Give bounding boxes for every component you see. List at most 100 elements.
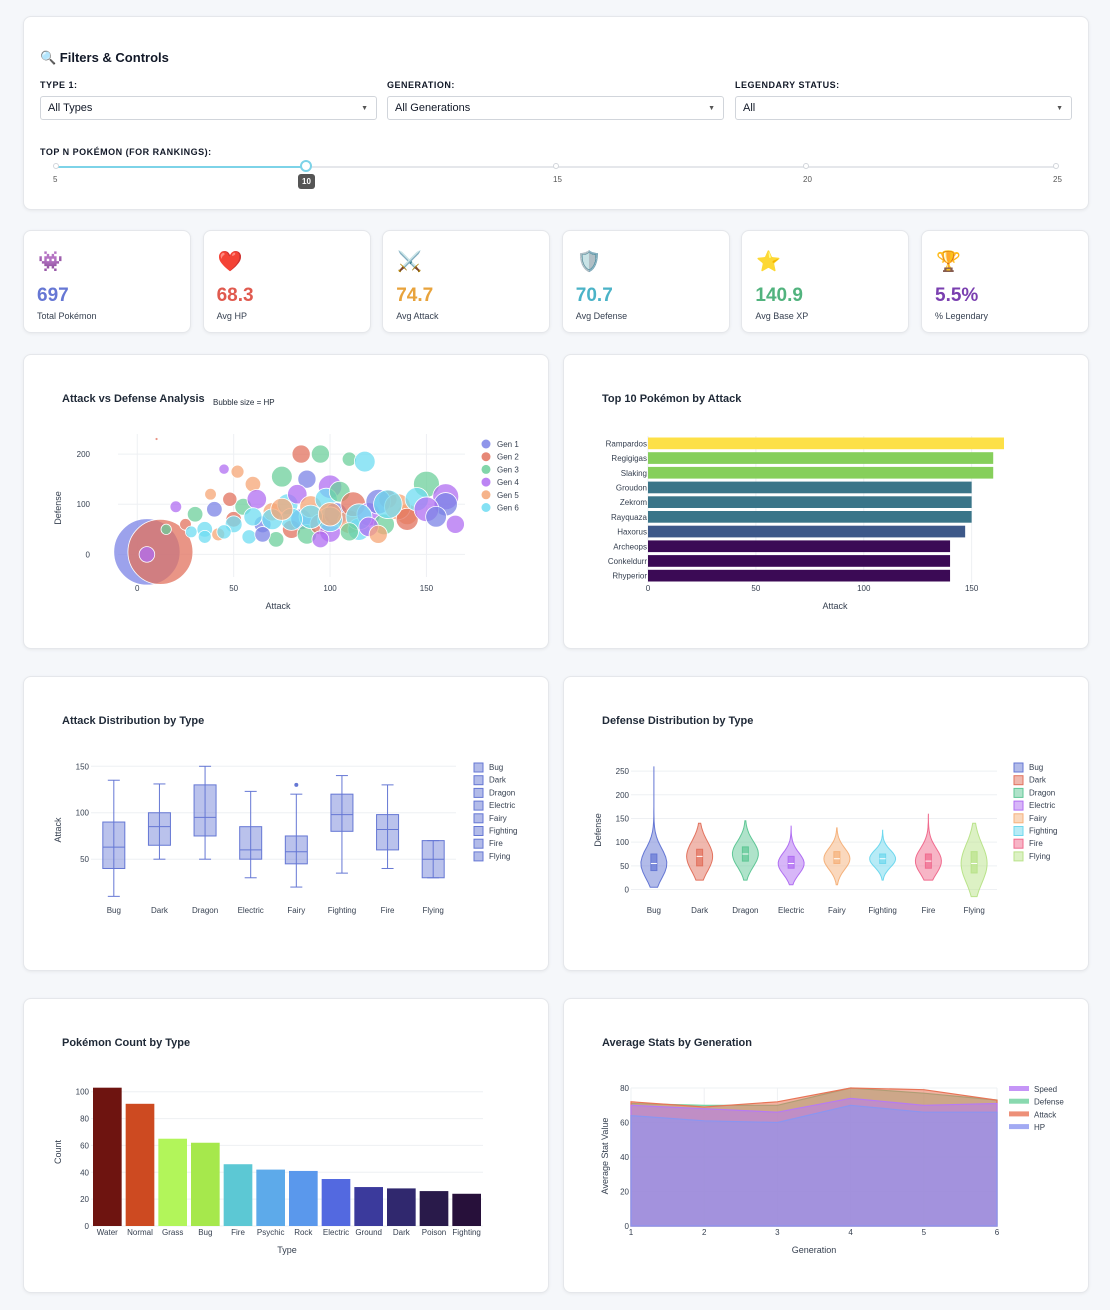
kpi-value: 5.5% [935, 285, 979, 306]
chart-title: Defense Distribution by Type [602, 715, 753, 727]
scatter-point [197, 529, 212, 544]
legend-label: Gen 1 [497, 440, 519, 449]
bar [648, 540, 951, 553]
legend-swatch [473, 800, 484, 811]
bar [419, 1191, 449, 1226]
bar [289, 1170, 318, 1226]
type1-select[interactable]: All Types ▼ [40, 96, 377, 120]
scatter-point [154, 437, 159, 441]
legend-label: Speed [1034, 1085, 1057, 1094]
x-tick-label: Flying [423, 906, 444, 915]
x-tick-label: Fighting [328, 906, 356, 915]
legend-swatch [473, 775, 484, 786]
box [330, 793, 354, 832]
y-tick-label: Rampardos [606, 439, 647, 448]
violin [914, 813, 942, 881]
legend-label: Dark [489, 776, 507, 785]
slider-mark[interactable] [53, 163, 59, 169]
bar [256, 1169, 285, 1226]
y-tick-label: Conkeldurr [608, 557, 647, 566]
box [239, 826, 263, 860]
x-tick-label: Grass [162, 1228, 183, 1237]
y-axis-title: Count [53, 1140, 63, 1165]
area-series [630, 1104, 998, 1227]
x-tick-label: 1 [629, 1228, 634, 1237]
y-tick-label: 200 [77, 450, 91, 459]
y-tick-label: 60 [620, 1119, 629, 1128]
scatter-point [243, 507, 263, 527]
x-tick-label: Rock [294, 1228, 313, 1237]
legend-swatch [473, 787, 484, 798]
scatter-point [160, 523, 172, 535]
bar [648, 496, 972, 508]
legend-label: Gen 3 [497, 465, 519, 474]
y-tick-label: 40 [620, 1153, 629, 1162]
violin-quartile-box [833, 851, 841, 864]
violin-quartile-box [650, 853, 658, 872]
y-axis-title: Average Stat Value [600, 1118, 610, 1195]
y-tick-label: 200 [616, 791, 630, 800]
y-tick-label: Archeops [613, 542, 647, 551]
scatter-point [138, 546, 156, 563]
x-tick-label: 0 [646, 584, 651, 593]
x-tick-label: 6 [995, 1228, 1000, 1237]
x-tick-label: Water [97, 1228, 118, 1237]
bar [321, 1179, 351, 1226]
x-tick-label: 50 [751, 584, 760, 593]
y-tick-label: Groudon [616, 483, 647, 492]
chart-title: Top 10 Pokémon by Attack [602, 393, 742, 405]
swords-icon: ⚔️ [397, 251, 423, 273]
legend-label: Flying [489, 852, 510, 861]
slider-mark[interactable] [803, 163, 809, 169]
y-tick-label: 100 [616, 838, 630, 847]
area-chart-card: Average Stats by Generation 0 20 40 60 80 1 2 3 4… [563, 998, 1089, 1293]
y-tick-label: 60 [80, 1141, 89, 1150]
y-tick-label: 0 [625, 1222, 630, 1231]
kpi-card-pct-legendary: 🏆 5.5% % Legendary [921, 230, 1089, 333]
bar [648, 437, 1004, 450]
legend-label: Attack [1034, 1110, 1057, 1119]
y-tick-label: 20 [620, 1188, 629, 1197]
legend-swatch [473, 813, 484, 824]
scatter-point [445, 514, 465, 534]
slider-mark[interactable] [1053, 163, 1059, 169]
y-tick-label: Rayquaza [611, 513, 648, 522]
legendary-select[interactable]: All ▼ [735, 96, 1072, 120]
scatter-point [395, 507, 419, 531]
legend-swatch [481, 464, 491, 474]
legend-label: HP [1034, 1123, 1045, 1132]
scatter-point [311, 530, 330, 549]
y-tick-label: 40 [80, 1168, 89, 1177]
legend-label: Dark [1029, 776, 1047, 785]
scatter-point [218, 463, 230, 475]
slider-handle[interactable] [300, 160, 312, 172]
legend-label: Dragon [489, 788, 515, 797]
y-tick-label: Slaking [621, 469, 647, 478]
legend-label: Gen 2 [497, 453, 519, 462]
x-tick-label: Electric [238, 906, 264, 915]
x-tick-label: Fairy [287, 906, 305, 915]
scatter-point [216, 524, 232, 540]
box [376, 814, 400, 851]
top-attack-card: Top 10 Pokémon by Attack 0 50 100 150 Rampard… [563, 354, 1089, 649]
scatter-point [230, 464, 245, 479]
y-tick-label: 150 [616, 814, 630, 823]
scatter-point [169, 500, 183, 514]
kpi-value: 68.3 [216, 285, 254, 306]
x-tick-label: 150 [420, 584, 434, 593]
generation-value: All Generations [395, 102, 471, 114]
box [193, 784, 217, 837]
chevron-down-icon: ▼ [1056, 105, 1063, 112]
y-axis-title: Attack [53, 817, 63, 843]
legend-swatch [1013, 838, 1024, 849]
generation-label: GENERATION: [387, 80, 455, 90]
y-tick-label: Regigigas [611, 454, 647, 463]
bar [223, 1164, 253, 1226]
bar [648, 511, 972, 523]
y-tick-label: 0 [625, 886, 630, 895]
generation-select[interactable]: All Generations ▼ [387, 96, 724, 120]
slider-mark[interactable] [553, 163, 559, 169]
kpi-card-total-pokemon: 👾 697 Total Pokémon [23, 230, 191, 333]
heart-icon: ❤️ [217, 251, 243, 273]
kpi-card-avg-hp: ❤️ 68.3 Avg HP [202, 230, 371, 333]
